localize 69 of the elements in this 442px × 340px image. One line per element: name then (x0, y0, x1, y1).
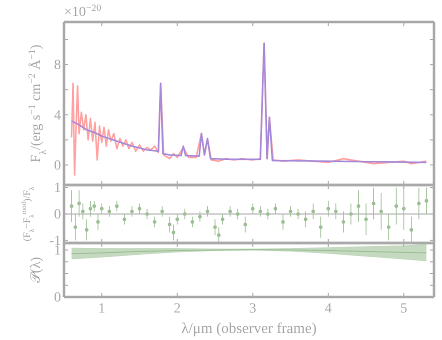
y-tick-label: 0 (54, 290, 61, 306)
y-axis-title: 𝒫(λ) (29, 256, 44, 284)
point (115, 204, 119, 208)
point (372, 202, 376, 206)
point (342, 220, 346, 224)
y-tick-label: 8 (54, 58, 61, 74)
point (417, 202, 421, 206)
point (168, 222, 172, 226)
point (138, 206, 142, 211)
text: ×10$^{−20}$ (64, 2, 102, 20)
x-axis-title: λ/μm (observer frame) (181, 321, 317, 337)
point (266, 212, 270, 216)
point (92, 204, 96, 208)
point (236, 212, 240, 216)
y-tick-label: 4 (54, 108, 61, 124)
x-tick-label: 3 (249, 302, 256, 317)
point (379, 210, 383, 214)
point (424, 199, 428, 203)
point (175, 217, 180, 222)
x-tick-label: 4 (324, 302, 332, 317)
point (258, 210, 262, 214)
point (349, 212, 353, 216)
point (96, 220, 100, 224)
point (311, 210, 315, 214)
point (228, 210, 232, 214)
point (88, 206, 92, 211)
point (160, 210, 164, 214)
point (190, 220, 194, 224)
point (122, 217, 126, 222)
point (304, 217, 308, 222)
point (356, 204, 360, 208)
point (334, 210, 338, 214)
point (281, 220, 285, 224)
point (288, 210, 292, 214)
point (77, 202, 81, 206)
point (100, 206, 104, 211)
x-tick-label: 5 (400, 302, 408, 317)
point (172, 230, 176, 234)
point (326, 206, 330, 211)
x-tick-label: 2 (174, 302, 181, 317)
y-tick-label: 1 (54, 244, 61, 259)
point (386, 225, 390, 229)
x-tick-label: 1 (98, 302, 106, 317)
point (216, 233, 221, 237)
point (206, 210, 210, 214)
y-tick-label: 1 (54, 181, 61, 196)
point (394, 204, 398, 208)
point (402, 206, 406, 211)
point (213, 225, 217, 229)
point (318, 225, 323, 229)
point (364, 217, 368, 222)
point (70, 204, 74, 208)
point (74, 225, 78, 229)
point (250, 206, 255, 211)
point (296, 212, 300, 216)
point (130, 210, 134, 214)
y-tick-label: 0 (54, 158, 61, 174)
point (84, 228, 88, 232)
point (220, 217, 224, 222)
point (198, 214, 202, 218)
point (274, 206, 278, 211)
point (81, 210, 85, 214)
point (152, 220, 156, 224)
point (183, 212, 187, 216)
y-tick-label: 0 (54, 207, 61, 222)
point (243, 222, 248, 226)
point (145, 212, 149, 216)
point (410, 228, 414, 232)
point (108, 210, 112, 214)
